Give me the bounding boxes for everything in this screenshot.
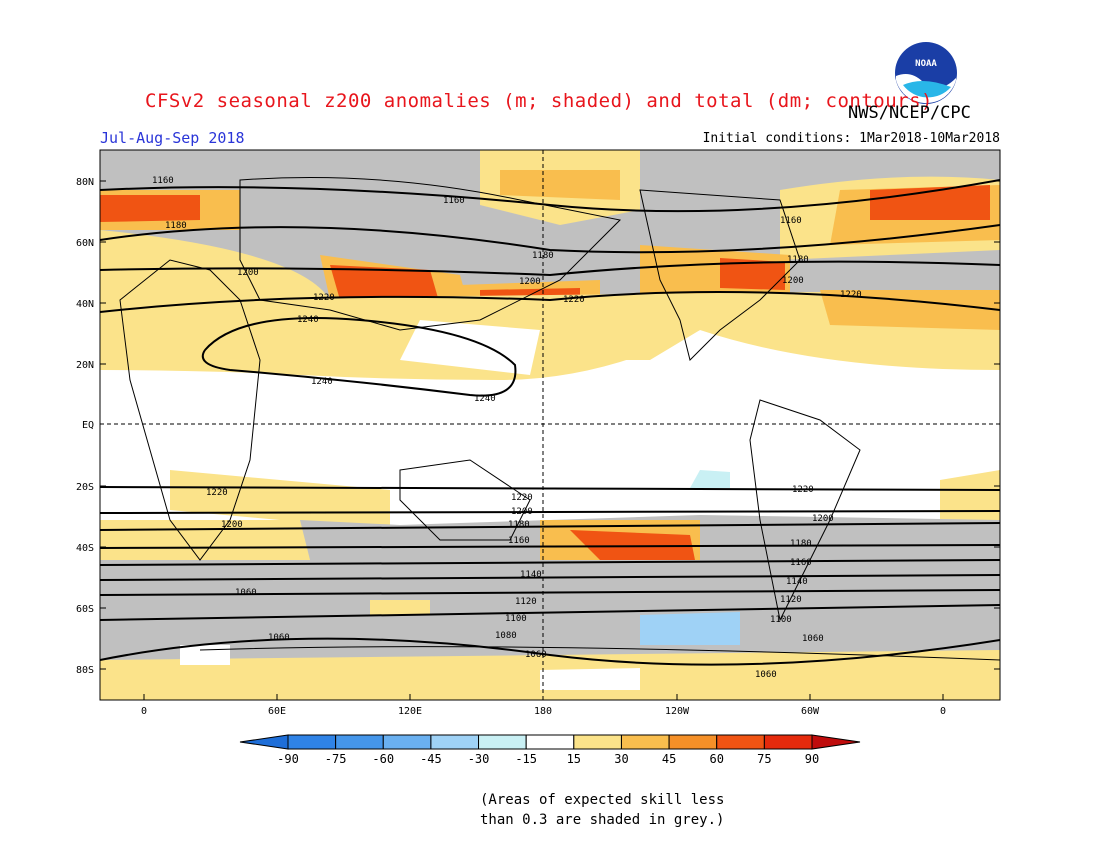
lon-label: 120E: [398, 706, 422, 717]
colorbar-tick-label: 15: [567, 752, 581, 766]
contour-label: 1140: [786, 577, 808, 587]
colorbar-swatch: [478, 734, 527, 750]
skill-footnote-line1: (Areas of expected skill less: [480, 792, 725, 808]
lon-label: 180: [534, 706, 552, 717]
colorbar-tick-label: 90: [805, 752, 819, 766]
contour-label: 1120: [780, 595, 802, 605]
colorbar-swatch: [430, 734, 480, 750]
colorbar-tick-label: -45: [420, 752, 442, 766]
noaa-logo: NOAA: [894, 41, 958, 105]
colorbar-swatch: [620, 734, 670, 750]
lon-label: 120W: [665, 706, 690, 717]
axis-ticks: [100, 180, 1000, 700]
contour-label: 1220: [511, 493, 533, 503]
contour-label: 1180: [790, 539, 812, 549]
colorbar-swatch: [382, 734, 432, 750]
contour-label: 1080: [495, 631, 517, 641]
initial-conditions: Initial conditions: 1Mar2018-10Mar2018: [702, 131, 1000, 146]
contour-label: 1060: [525, 650, 547, 660]
contour-label: 1100: [505, 614, 527, 624]
colorbar-tick-label: 60: [710, 752, 724, 766]
lat-label: 20S: [76, 482, 94, 493]
lat-label: 40N: [76, 299, 94, 310]
colorbar-tick-label: -15: [515, 752, 537, 766]
contour-label: 1140: [520, 570, 542, 580]
contour-label: 1200: [782, 276, 804, 286]
lat-label: 80N: [76, 177, 94, 188]
contour-label: 1160: [790, 558, 812, 568]
lat-label: 20N: [76, 360, 94, 371]
colorbar-swatch: [335, 734, 384, 750]
chart-title: CFSv2 seasonal z200 anomalies (m; shaded…: [145, 90, 933, 112]
colorbar-tick-label: 75: [757, 752, 771, 766]
contour-label: 1220: [206, 488, 228, 498]
contour-label: 1220: [313, 293, 335, 303]
colorbar-tick-label: 45: [662, 752, 676, 766]
longitude-labels: 0 60E 120E 180 120W 60W 0: [141, 706, 946, 717]
contour-label: 1240: [311, 377, 333, 387]
contour-label: 1240: [474, 394, 496, 404]
contour-label: 1060: [802, 634, 824, 644]
contour-label: 1160: [780, 216, 802, 226]
contour-label: 1240: [297, 315, 319, 325]
contour-label: 1220: [563, 295, 585, 305]
contour-label: 1100: [770, 615, 792, 625]
contour-label: 1160: [443, 196, 465, 206]
colorbar-swatch: [668, 734, 718, 750]
contour-label: 1120: [515, 597, 537, 607]
lat-label: 60S: [76, 604, 94, 615]
forecast-period: Jul-Aug-Sep 2018: [100, 129, 245, 147]
colorbar-tick-label: -75: [325, 752, 347, 766]
colorbar-swatch: [525, 734, 575, 750]
contour-label: 1160: [152, 176, 174, 186]
contour-label: 1200: [519, 277, 541, 287]
height-contours: [100, 179, 1000, 666]
contour-label: 1060: [755, 670, 777, 680]
colorbar-swatch: [287, 734, 337, 750]
colorbar-right-arrow: [811, 734, 861, 750]
lon-label: 60E: [268, 706, 286, 717]
colorbar-swatch: [716, 734, 765, 750]
latitude-labels: 80N 60N 40N 20N EQ 20S 40S 60S 80S: [76, 177, 94, 676]
contour-label: 1200: [511, 507, 533, 517]
agency-label: NWS/NCEP/CPC: [848, 103, 971, 123]
lat-label: 80S: [76, 665, 94, 676]
lon-label: 0: [940, 706, 946, 717]
lat-label: 40S: [76, 543, 94, 554]
contour-label: 1200: [221, 520, 243, 530]
colorbar-tick-label: 30: [614, 752, 628, 766]
contour-label: 1180: [165, 221, 187, 231]
contour-label: 1220: [840, 290, 862, 300]
colorbar: -90 -75 -60 -45 -30 -15 15 30 45 60 75 90: [239, 734, 861, 766]
colorbar-left-arrow: [239, 734, 289, 750]
colorbar-tick-label: -30: [468, 752, 490, 766]
contour-label: 1220: [792, 485, 814, 495]
contour-label: 1180: [508, 520, 530, 530]
contour-label: 1180: [532, 251, 554, 261]
lat-label: EQ: [82, 420, 94, 431]
contour-label: 1060: [235, 588, 257, 598]
map-frame: [99, 149, 1001, 701]
contour-labels: 1160 1160 1180 1160 1180 1200 1220 1240 …: [152, 176, 862, 680]
contour-label: 1200: [237, 268, 259, 278]
contour-label: 1160: [508, 536, 530, 546]
svg-text:NOAA: NOAA: [915, 59, 937, 69]
skill-footnote: (Areas of expected skill less than 0.3 a…: [480, 790, 724, 830]
contour-label: 1060: [268, 633, 290, 643]
contour-label: 1180: [787, 255, 809, 265]
skill-footnote-line2: than 0.3 are shaded in grey.): [480, 812, 725, 828]
lat-label: 60N: [76, 238, 94, 249]
colorbar-swatch: [763, 734, 813, 750]
colorbar-tick-label: -90: [277, 752, 299, 766]
colorbar-swatch: [573, 734, 622, 750]
colorbar-tick-label: -60: [372, 752, 394, 766]
lon-label: 60W: [801, 706, 820, 717]
lon-label: 0: [141, 706, 147, 717]
contour-label: 1200: [812, 514, 834, 524]
anomaly-shading: [100, 150, 1000, 700]
